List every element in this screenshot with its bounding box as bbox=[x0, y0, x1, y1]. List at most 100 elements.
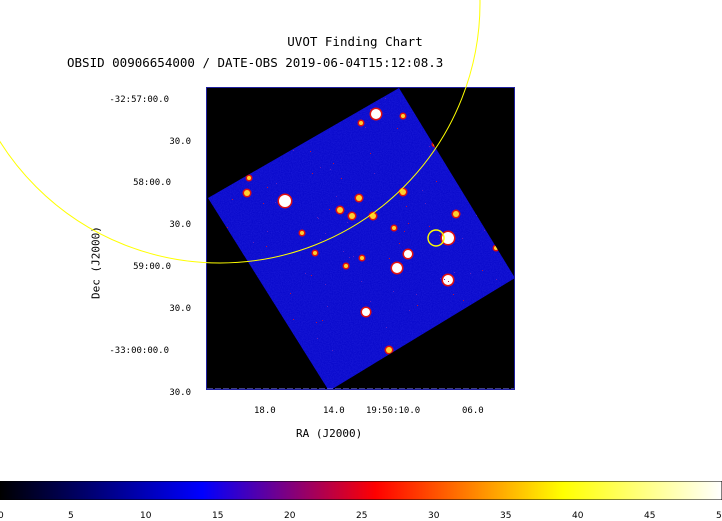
noise-pixel bbox=[510, 108, 511, 109]
noise-pixel bbox=[440, 278, 441, 279]
noise-pixel bbox=[316, 322, 317, 323]
colorbar-label: 0 bbox=[0, 511, 4, 521]
noise-pixel bbox=[502, 320, 503, 321]
noise-pixel bbox=[302, 382, 303, 383]
chart-subtitle: OBSID 00906654000 / DATE-OBS 2019-06-04T… bbox=[67, 55, 444, 70]
chart-title: UVOT Finding Chart bbox=[287, 34, 423, 49]
noise-pixel bbox=[259, 289, 260, 290]
noise-pixel bbox=[434, 334, 435, 335]
noise-pixel bbox=[329, 209, 330, 210]
noise-pixel bbox=[288, 379, 289, 380]
noise-pixel bbox=[318, 218, 319, 219]
noise-pixel bbox=[322, 320, 323, 321]
dec-tick-5: 59:00.0 bbox=[133, 262, 171, 272]
noise-pixel bbox=[436, 97, 437, 98]
dec-tick-3: 58:00.0 bbox=[133, 178, 171, 188]
noise-pixel bbox=[513, 331, 514, 332]
noise-pixel bbox=[470, 273, 471, 274]
noise-pixel bbox=[407, 362, 408, 363]
noise-pixel bbox=[304, 116, 305, 117]
noise-pixel bbox=[267, 231, 268, 232]
star-source bbox=[442, 232, 454, 244]
star-source bbox=[279, 195, 291, 207]
noise-pixel bbox=[246, 313, 247, 314]
noise-pixel bbox=[341, 178, 342, 179]
dec-axis-label: Dec (J2000) bbox=[89, 226, 103, 299]
noise-pixel bbox=[331, 90, 332, 91]
noise-pixel bbox=[454, 272, 455, 273]
sky-image-frame[interactable] bbox=[206, 87, 515, 390]
noise-pixel bbox=[370, 153, 371, 154]
star-source bbox=[359, 121, 363, 125]
noise-pixel bbox=[217, 366, 218, 367]
sky-image bbox=[207, 88, 514, 389]
noise-pixel bbox=[223, 310, 224, 311]
noise-pixel bbox=[424, 102, 425, 103]
noise-pixel bbox=[458, 121, 459, 122]
noise-pixel bbox=[336, 196, 337, 197]
star-source bbox=[371, 109, 381, 119]
noise-pixel bbox=[385, 98, 386, 99]
noise-pixel bbox=[439, 235, 440, 236]
noise-pixel bbox=[501, 245, 502, 246]
noise-pixel bbox=[238, 283, 239, 284]
noise-pixel bbox=[406, 206, 407, 207]
noise-pixel bbox=[429, 226, 430, 227]
noise-pixel bbox=[397, 128, 398, 129]
noise-pixel bbox=[444, 279, 445, 280]
noise-pixel bbox=[513, 116, 514, 117]
noise-pixel bbox=[227, 227, 228, 228]
star-source bbox=[247, 176, 251, 180]
star-source bbox=[349, 213, 355, 219]
noise-pixel bbox=[231, 263, 232, 264]
noise-pixel bbox=[208, 322, 209, 323]
noise-pixel bbox=[465, 99, 466, 100]
noise-pixel bbox=[232, 199, 233, 200]
noise-pixel bbox=[317, 217, 318, 218]
star-source bbox=[494, 246, 498, 250]
noise-pixel bbox=[496, 279, 497, 280]
noise-pixel bbox=[425, 203, 426, 204]
colorbar-label: 30 bbox=[428, 511, 440, 521]
noise-pixel bbox=[263, 203, 264, 204]
noise-pixel bbox=[282, 364, 283, 365]
noise-pixel bbox=[448, 99, 449, 100]
star-source bbox=[244, 190, 250, 196]
colorbar-label: 20 bbox=[284, 511, 296, 521]
star-source bbox=[453, 211, 459, 217]
noise-pixel bbox=[403, 89, 404, 90]
noise-pixel bbox=[305, 273, 306, 274]
star-source bbox=[362, 308, 370, 316]
noise-pixel bbox=[361, 281, 362, 282]
noise-pixel bbox=[462, 238, 463, 239]
noise-pixel bbox=[253, 242, 254, 243]
star-source bbox=[313, 251, 317, 255]
noise-pixel bbox=[293, 319, 294, 320]
noise-pixel bbox=[222, 378, 223, 379]
noise-pixel bbox=[241, 111, 242, 112]
noise-pixel bbox=[310, 151, 311, 152]
star-halo bbox=[449, 322, 457, 330]
noise-pixel bbox=[240, 337, 241, 338]
star-source bbox=[360, 256, 364, 260]
dec-tick-8: 30.0 bbox=[169, 388, 191, 398]
noise-pixel bbox=[210, 204, 211, 205]
dec-tick-7: -33:00:00.0 bbox=[109, 346, 169, 356]
noise-pixel bbox=[212, 94, 213, 95]
noise-pixel bbox=[453, 294, 454, 295]
noise-pixel bbox=[486, 303, 487, 304]
star-source bbox=[451, 324, 455, 328]
noise-pixel bbox=[393, 291, 394, 292]
noise-pixel bbox=[386, 327, 387, 328]
noise-pixel bbox=[219, 161, 220, 162]
star-source bbox=[392, 263, 402, 273]
noise-pixel bbox=[317, 338, 318, 339]
dec-tick-4: 30.0 bbox=[169, 220, 191, 230]
noise-pixel bbox=[243, 265, 244, 266]
noise-pixel bbox=[440, 149, 441, 150]
dec-tick-6: 30.0 bbox=[169, 304, 191, 314]
noise-pixel bbox=[495, 362, 496, 363]
star-source bbox=[370, 213, 376, 219]
star-halo bbox=[431, 140, 439, 148]
colorbar-label: 50 bbox=[716, 511, 722, 521]
